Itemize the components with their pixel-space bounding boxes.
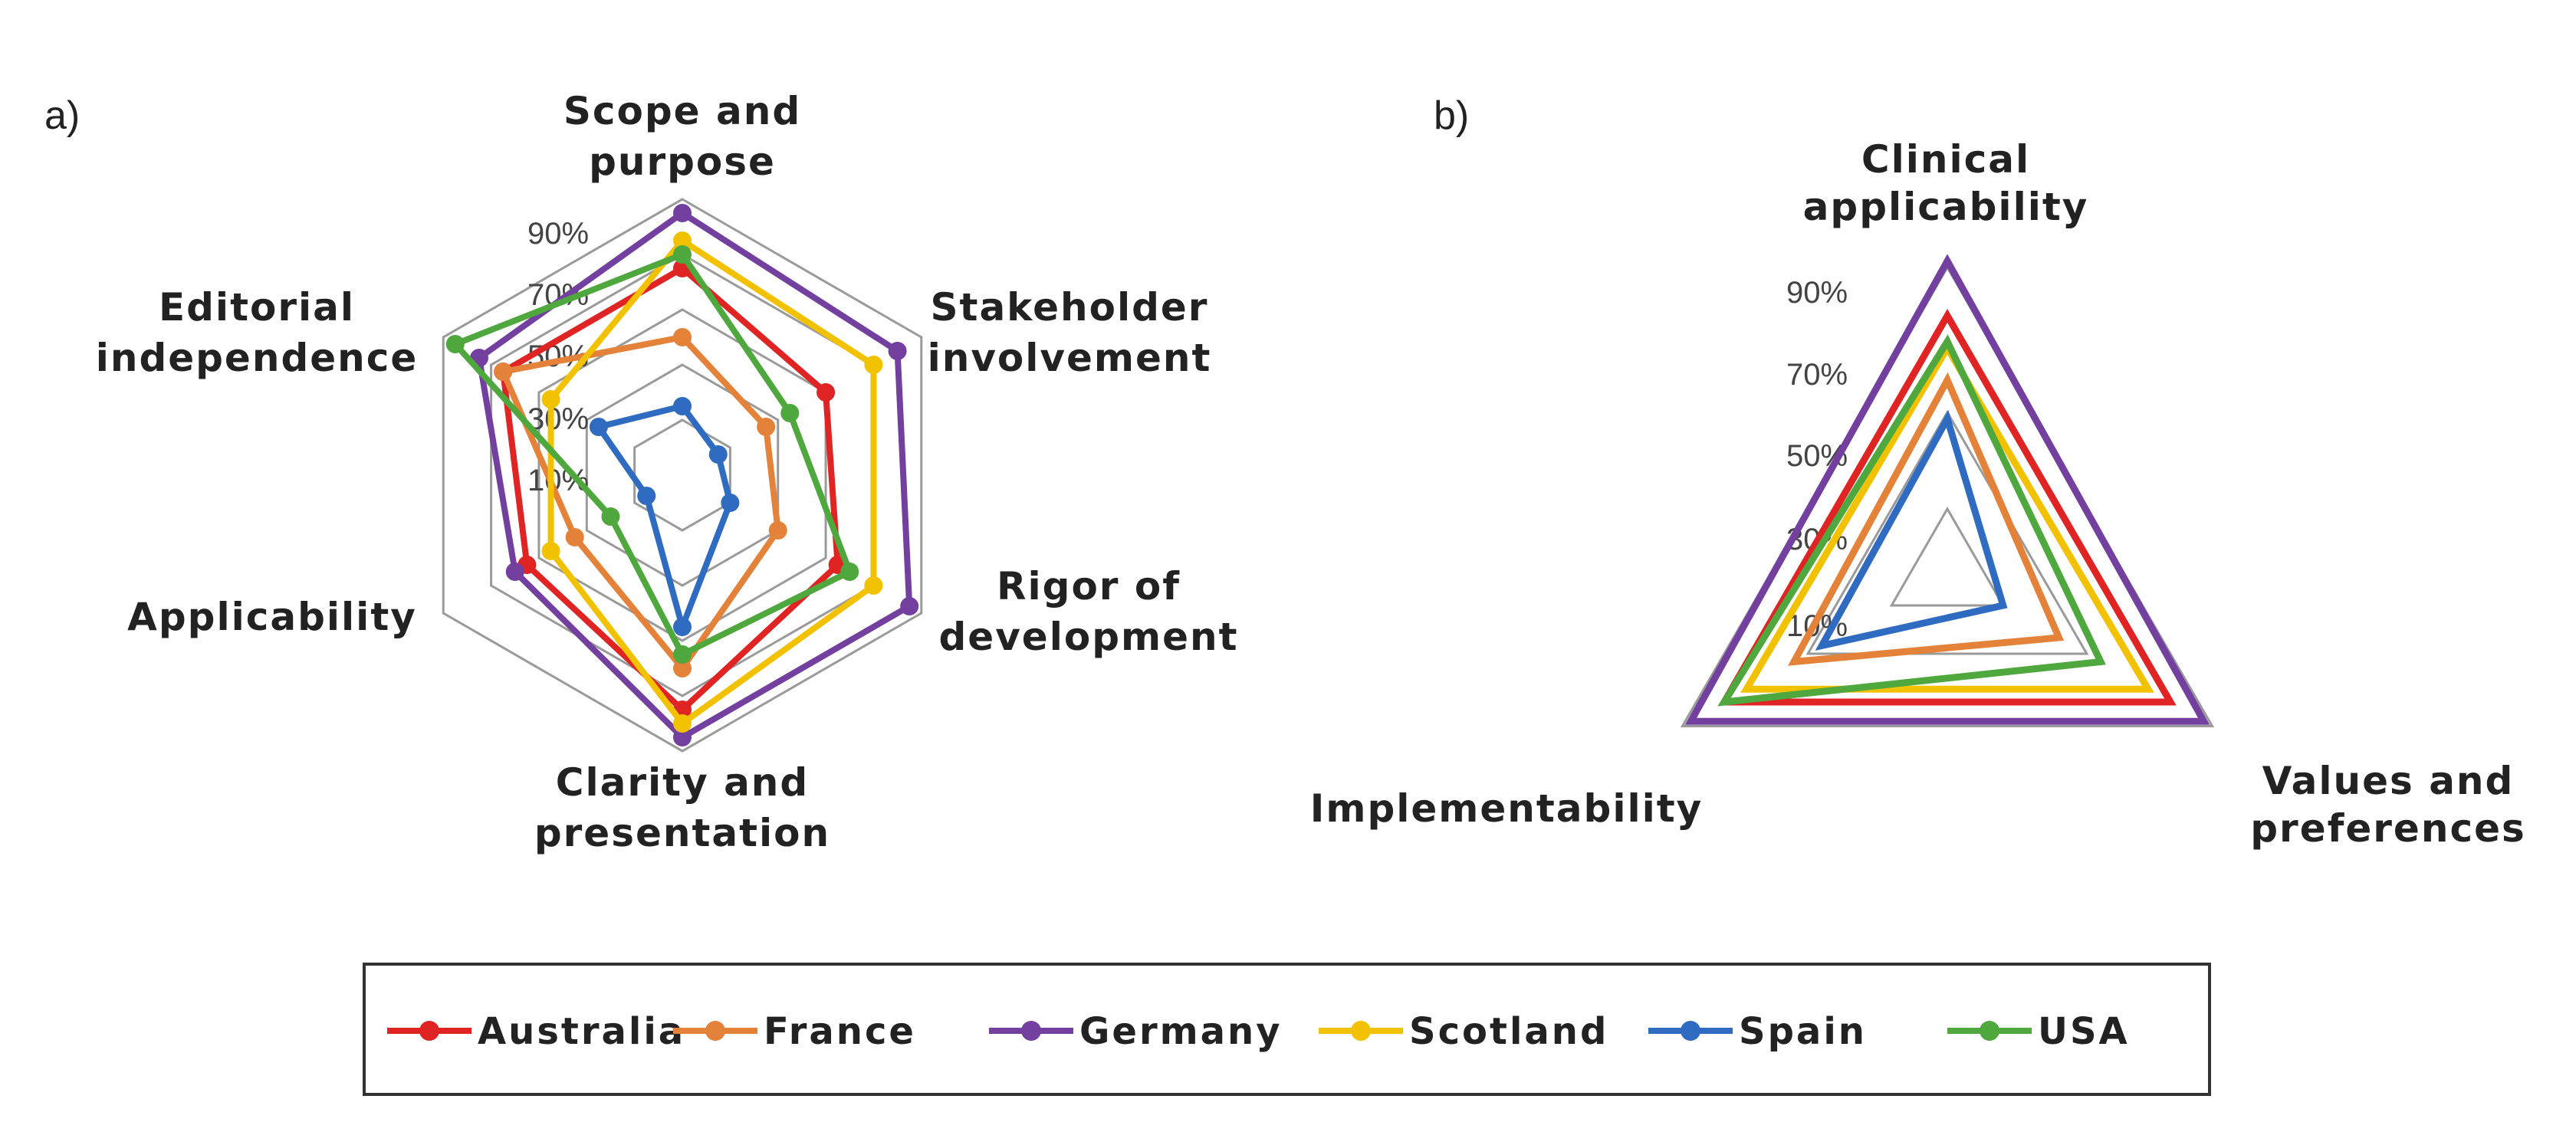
legend-marker-france [705,1021,725,1041]
grid-ring-a-4 [442,198,923,753]
point-a-usa-2 [840,563,859,581]
tick-label-b-4: 90% [1786,276,1848,310]
axis-label-a-1: Stakeholder involvement [928,285,1212,380]
legend-marker-australia [419,1021,439,1041]
point-a-scotland-3 [673,714,692,733]
point-a-scotland-4 [541,542,560,560]
radar-chart-b: 10%30%50%70%90%Clinical applicabilityValu… [1310,137,2526,851]
point-a-usa-3 [673,645,692,664]
point-a-france-0 [673,328,692,346]
point-a-usa-4 [601,507,620,526]
point-a-scotland-2 [864,576,883,595]
panel-a-label: a) [44,94,80,138]
point-a-germany-2 [900,597,919,615]
point-a-spain-3 [673,618,692,636]
axis-label-a-4: Applicability [127,595,417,639]
axis-label-b-0: Clinical applicability [1803,137,2089,229]
grid-ring-b-0 [1889,506,2006,607]
legend-marker-scotland [1351,1021,1371,1041]
legend-label-france: France [764,1010,916,1053]
point-a-spain-4 [637,487,656,505]
legend-label-scotland: Scotland [1409,1010,1608,1053]
point-a-scotland-1 [864,356,883,374]
series-b-spain [1815,409,2008,651]
point-a-france-3 [673,659,692,677]
series-b-germany [1684,254,2210,725]
series-b-france [1787,372,2065,666]
legend-box [363,963,2211,1096]
axis-label-b-2: Implementability [1310,786,1704,831]
grid-ring-a-1 [585,363,780,587]
point-a-usa-5 [445,335,465,353]
point-a-france-1 [757,418,776,436]
legend-label-germany: Germany [1079,1010,1283,1053]
point-a-germany-3 [673,728,692,746]
point-a-spain-0 [673,397,692,415]
legend-label-usa: USA [2038,1010,2130,1053]
tick-label-a-4: 90% [527,217,589,251]
point-a-spain-2 [721,494,740,512]
series-b-usa [1717,334,2106,707]
point-a-spain-1 [708,445,728,464]
axis-label-a-0: Scope and purpose [564,89,801,184]
point-a-usa-0 [673,245,692,264]
radar-chart-a: 10%30%50%70%90%Scope and purposeStakehold… [96,89,1239,855]
legend-marker-usa [1980,1021,1999,1041]
point-a-scotland-0 [673,231,692,250]
point-a-australia-1 [816,383,836,402]
point-a-france-5 [494,363,513,381]
series-b-australia [1718,309,2177,706]
legend-marker-germany [1021,1021,1041,1041]
point-a-france-4 [565,528,584,546]
point-a-germany-4 [505,563,524,581]
tick-label-b-3: 70% [1786,358,1848,392]
legend-label-australia: Australia [478,1010,685,1053]
legend-marker-spain [1681,1021,1700,1041]
grid-ring-a-0 [633,418,731,532]
legend-label-spain: Spain [1739,1010,1867,1053]
point-a-france-2 [768,521,787,540]
axis-label-a-2: Rigor of development [939,564,1239,659]
point-a-scotland-5 [541,390,560,408]
tick-label-a-1: 30% [527,402,589,436]
axis-label-a-3: Clarity and presentation [534,760,830,855]
point-a-spain-5 [589,418,608,436]
point-a-germany-0 [673,204,692,222]
point-a-usa-1 [780,404,800,422]
panel-b-label: b) [1434,94,1469,138]
legend: Australia France Germany Scotland Spain USA [363,963,2211,1096]
series-b-scotland [1740,341,2154,693]
axis-label-a-5: Editorial independence [96,285,419,380]
point-a-germany-1 [888,342,907,360]
axis-label-b-1: Values and preferences [2250,759,2526,851]
